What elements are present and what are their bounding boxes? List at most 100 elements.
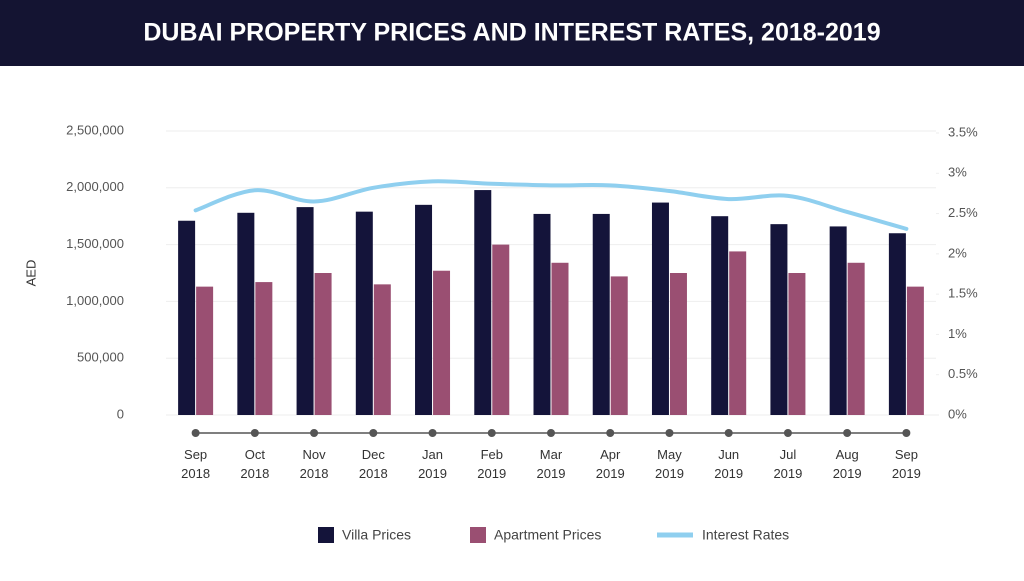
x-tick-label: May 2019	[655, 447, 684, 481]
y-tick-label: 500,000	[77, 350, 124, 365]
x-tick-label-line: May	[657, 447, 682, 462]
y2-tick-label: 1.5%	[948, 286, 978, 301]
bar	[829, 226, 847, 415]
bar	[651, 202, 669, 415]
x-tick-label: Aug 2019	[833, 447, 862, 481]
x-tick-label: Sep 2018	[181, 447, 210, 481]
bar	[474, 190, 492, 415]
chart-title: DUBAI PROPERTY PRICES AND INTEREST RATES…	[143, 19, 880, 47]
x-tick-label-line: Mar	[540, 447, 563, 462]
x-tick-dot	[783, 429, 792, 437]
bar	[906, 286, 924, 415]
y2-tick-label: 0%	[948, 406, 967, 421]
y-tick-label: 2,500,000	[66, 122, 124, 137]
bar	[255, 282, 273, 415]
bar	[770, 224, 788, 415]
title-banner	[0, 0, 1024, 66]
x-tick-dot	[487, 429, 496, 437]
bar	[296, 207, 314, 415]
x-tick-dot	[250, 429, 259, 437]
x-tick-dot	[428, 429, 437, 437]
x-tick-label-line: 2019	[833, 466, 862, 481]
bar	[237, 212, 255, 415]
bar	[847, 262, 865, 415]
bar	[355, 211, 373, 415]
y-tick-label: 0	[117, 406, 124, 421]
x-tick-label-line: Nov	[303, 447, 327, 462]
x-tick-label-line: 2018	[359, 466, 388, 481]
legend-swatch	[470, 527, 486, 543]
x-tick-label: Jul 2019	[773, 447, 802, 481]
y2-tick-label: 2.5%	[948, 205, 978, 220]
line	[193, 179, 909, 231]
x-tick-label-line: 2019	[418, 466, 447, 481]
bar	[196, 286, 214, 415]
legend-swatch	[318, 527, 334, 543]
x-tick-label-line: 2019	[655, 466, 684, 481]
x-tick-label: Oct 2018	[240, 447, 269, 481]
x-tick-label-line: Apr	[600, 447, 621, 462]
bar	[178, 220, 196, 415]
x-tick-label: Jan 2019	[418, 447, 447, 481]
y-tick-label: 2,000,000	[66, 179, 124, 194]
y-tick-label: 1,000,000	[66, 293, 124, 308]
y2-tick-label: 0.5%	[948, 366, 978, 381]
bar	[711, 216, 729, 415]
x-tick-dot	[310, 429, 319, 437]
x-tick-label-line: 2019	[477, 466, 506, 481]
bar	[551, 262, 569, 415]
x-tick-label: Mar 2019	[537, 447, 566, 481]
x-tick-label-line: Jun	[718, 447, 739, 462]
x-tick-label-line: 2018	[181, 466, 210, 481]
x-tick-label-line: 2019	[714, 466, 743, 481]
x-tick-dot	[665, 429, 674, 437]
x-tick-dot	[606, 429, 615, 437]
x-tick-dot	[843, 429, 852, 437]
bar	[415, 204, 433, 415]
bar	[314, 273, 332, 415]
bar	[888, 233, 906, 415]
x-tick-label: Apr 2019	[596, 447, 625, 481]
x-tick-label-line: 2019	[773, 466, 802, 481]
x-tick-label-line: Aug	[836, 447, 859, 462]
legend-label: Villa Prices	[342, 527, 411, 543]
bar	[669, 273, 687, 415]
x-tick-label: Nov 2018	[300, 447, 329, 481]
x-tick-label-line: Oct	[245, 447, 266, 462]
y-axis-label: AED	[23, 260, 38, 287]
bar	[433, 270, 451, 415]
legend-label: Apartment Prices	[494, 527, 601, 543]
x-tick-label-line: Dec	[362, 447, 386, 462]
y2-tick-label: 1%	[948, 326, 967, 341]
y2-tick-label: 2%	[948, 245, 967, 260]
x-tick-label-line: Sep	[895, 447, 918, 462]
x-tick-label-line: 2019	[596, 466, 625, 481]
x-tick-dot	[724, 429, 733, 437]
x-tick-label-line: Sep	[184, 447, 207, 462]
x-tick-label-line: 2019	[537, 466, 566, 481]
x-tick-dot	[547, 429, 555, 437]
x-tick-dot	[902, 429, 911, 437]
bar	[373, 284, 391, 415]
bar	[610, 276, 628, 415]
x-tick-label-line: Feb	[481, 447, 503, 462]
y-tick-label: 1,500,000	[66, 236, 124, 251]
bar	[788, 273, 806, 415]
legend-label: Interest Rates	[702, 527, 789, 543]
x-tick-dot	[191, 429, 200, 437]
y2-tick-label: 3.5%	[948, 124, 978, 139]
x-tick-label-line: 2018	[300, 466, 329, 481]
bar	[533, 213, 551, 415]
x-tick-label-line: Jul	[780, 447, 797, 462]
y2-tick-label: 3%	[948, 165, 967, 180]
bar	[729, 251, 747, 415]
x-tick-label-line: 2018	[240, 466, 269, 481]
x-tick-label-line: 2019	[892, 466, 921, 481]
x-tick-label-line: Jan	[422, 447, 443, 462]
x-tick-dot	[369, 429, 378, 437]
x-tick-label: Feb 2019	[477, 447, 506, 481]
bar	[492, 244, 510, 415]
bar	[592, 213, 610, 415]
x-tick-label: Jun 2019	[714, 447, 743, 481]
